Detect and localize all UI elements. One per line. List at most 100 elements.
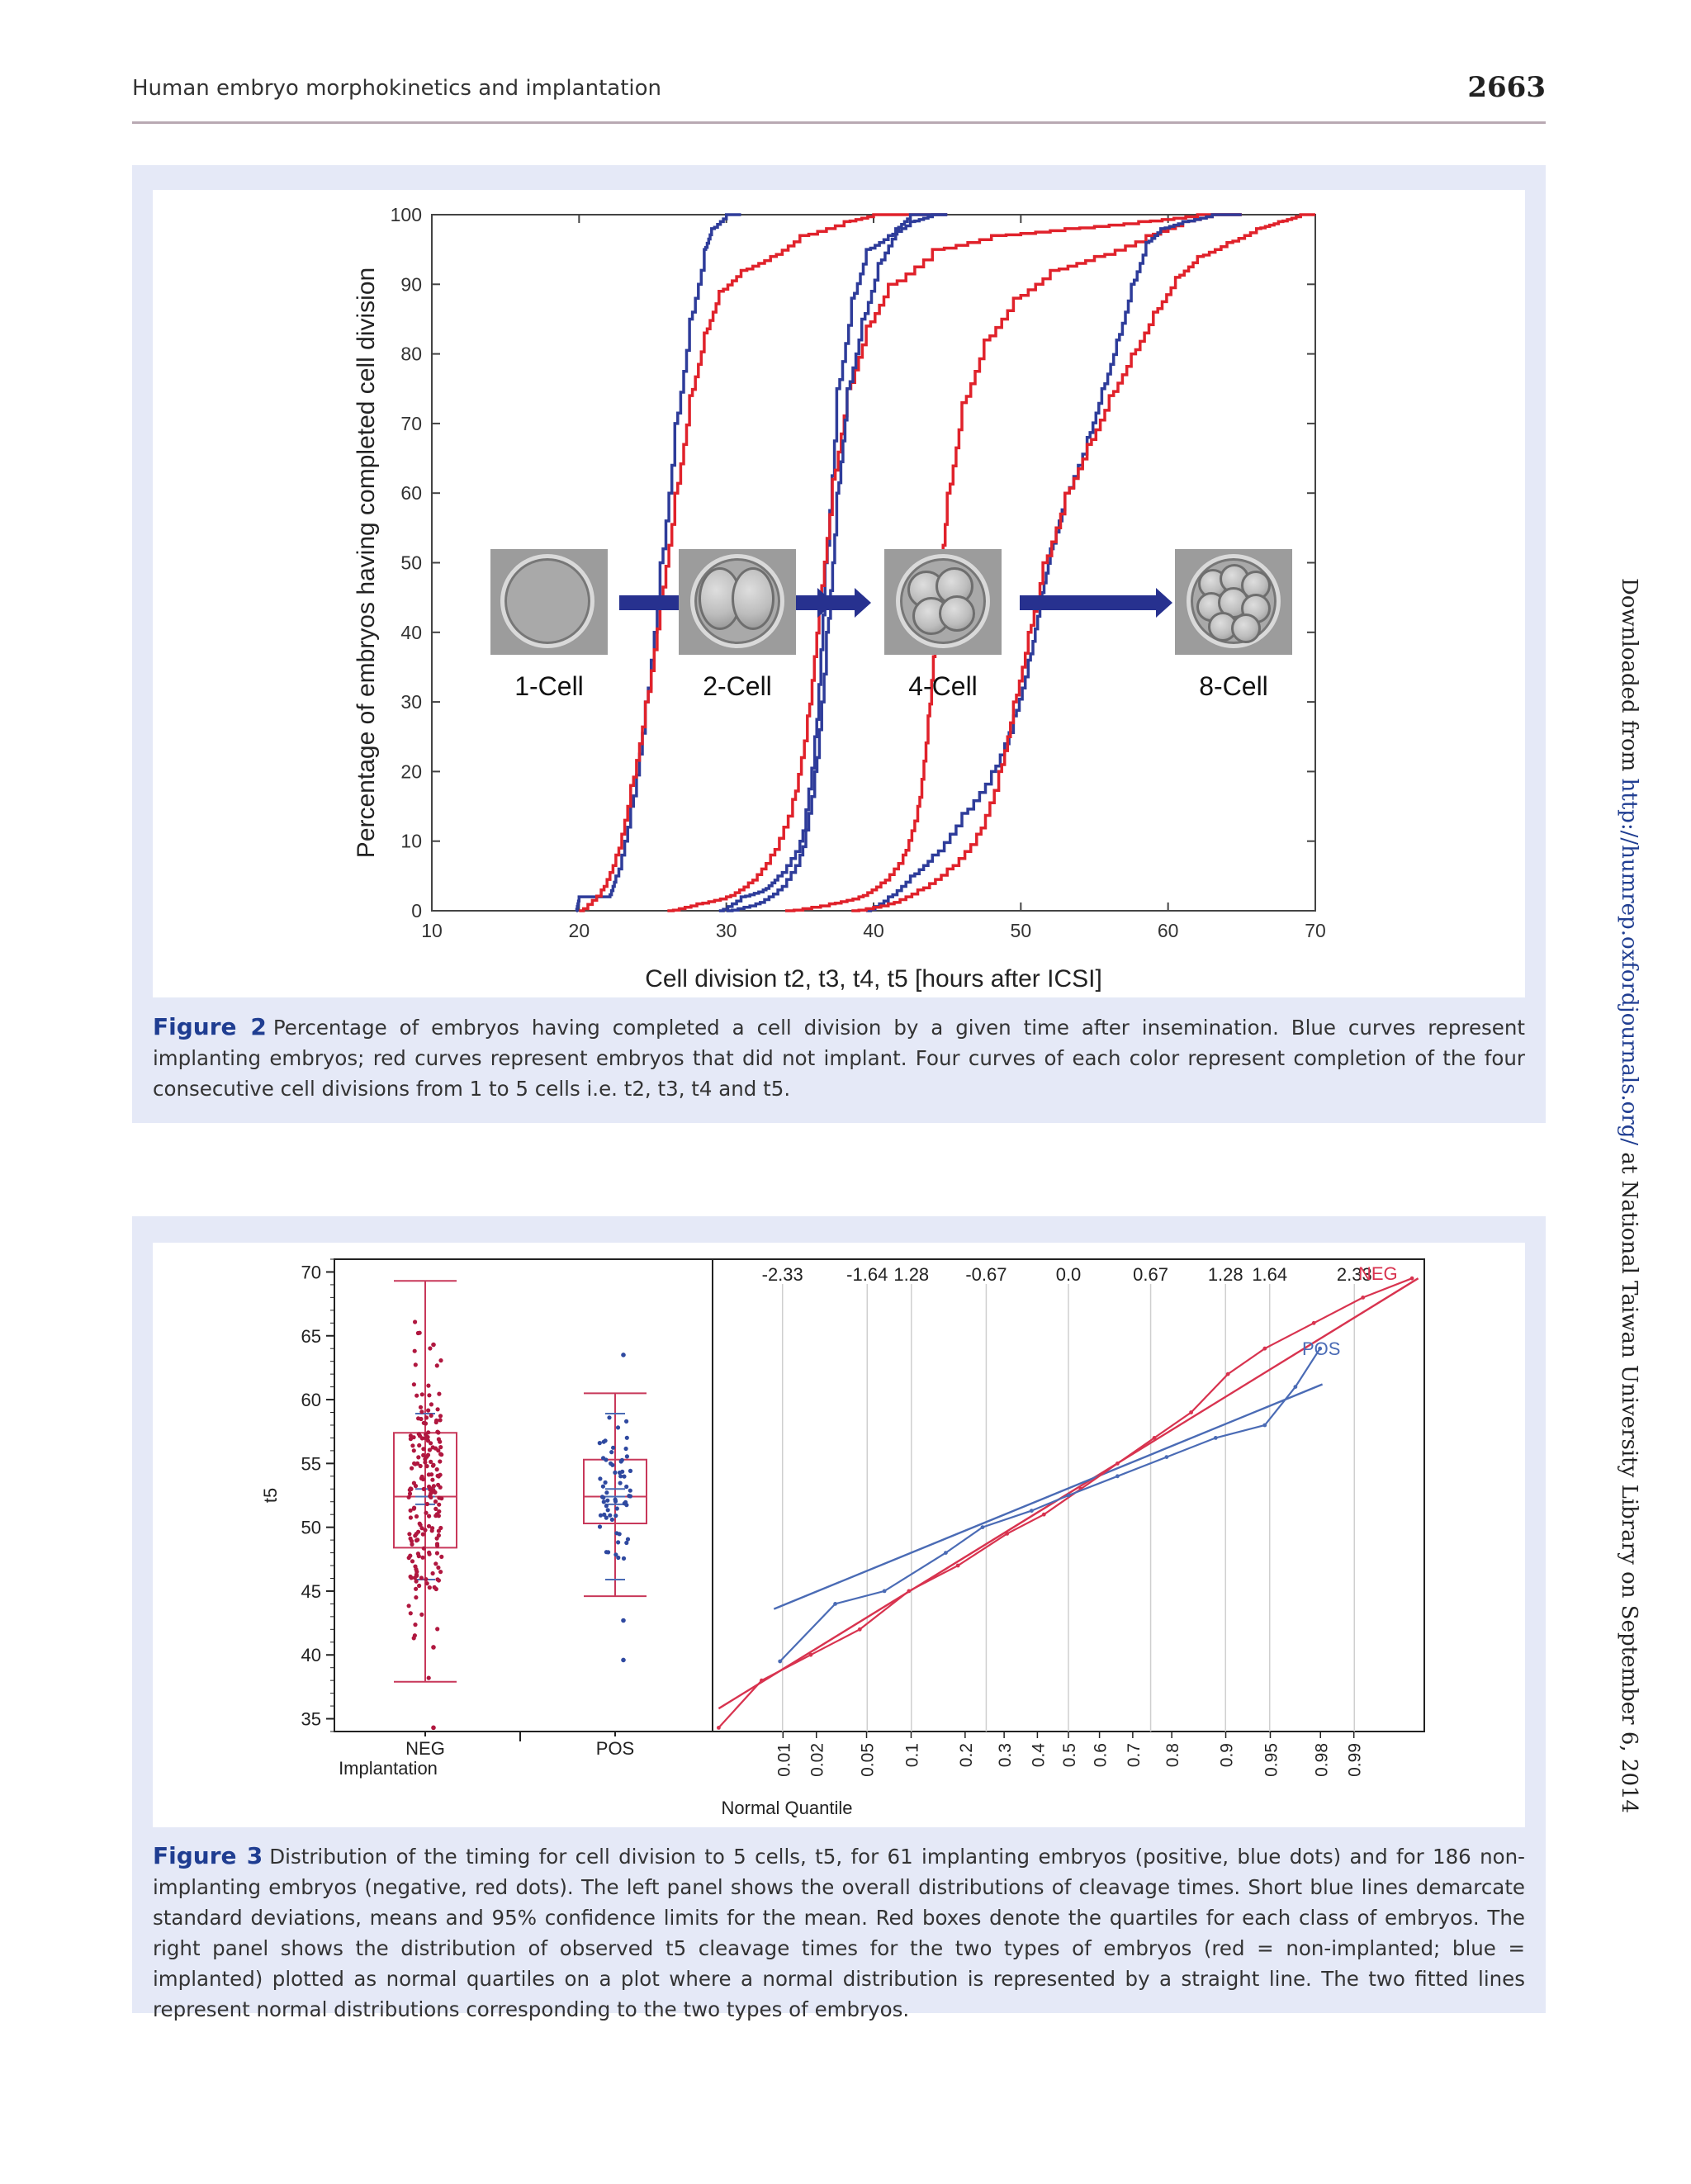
data-dot	[604, 1504, 609, 1509]
qq-bottom-tick-label: 0.7	[1125, 1743, 1144, 1767]
qq-point	[808, 1652, 813, 1657]
data-dot	[618, 1480, 623, 1485]
qq-bottom-tick-label: 0.2	[957, 1743, 976, 1767]
data-dot	[438, 1439, 443, 1444]
qq-point	[778, 1659, 783, 1664]
data-dot	[421, 1452, 426, 1457]
curve-t4-not-implanted	[785, 213, 1242, 912]
data-dot	[408, 1611, 413, 1616]
qq-bottom-tick-label: 0.01	[774, 1743, 793, 1777]
y-axis-label: Percentage of embryos having completed c…	[353, 268, 380, 858]
qq-point	[1293, 1385, 1298, 1389]
data-dot	[604, 1457, 609, 1462]
data-dot	[430, 1570, 435, 1576]
qq-point	[882, 1589, 887, 1594]
page-number: 2663	[1467, 71, 1546, 104]
data-dot	[624, 1540, 629, 1546]
qq-bottom-tick-label: 0.95	[1262, 1743, 1281, 1777]
qq-point	[1361, 1296, 1366, 1300]
arrow-icon	[813, 588, 871, 618]
data-dot	[436, 1514, 441, 1518]
y-tick-label: 70	[301, 1262, 321, 1282]
box-pos-quartile-box	[583, 1458, 647, 1525]
data-dot	[410, 1559, 415, 1564]
qq-point	[1164, 1455, 1169, 1459]
data-dot	[411, 1506, 416, 1511]
data-dot	[436, 1565, 441, 1570]
data-dot	[616, 1540, 621, 1545]
category-label: POS	[596, 1738, 634, 1759]
y-tick-label: 65	[301, 1326, 321, 1347]
data-dot	[424, 1454, 429, 1459]
data-dot	[628, 1488, 632, 1493]
data-dot	[414, 1595, 419, 1600]
data-dot	[414, 1514, 419, 1519]
y-tick-label: 90	[400, 273, 422, 295]
data-dot	[435, 1429, 440, 1434]
data-dot	[410, 1443, 415, 1448]
journal-link[interactable]: http://humrep.oxfordjournals.org/	[1617, 778, 1641, 1146]
data-dot	[607, 1415, 612, 1420]
data-dot	[406, 1604, 411, 1608]
data-dot	[622, 1474, 627, 1479]
category-label: NEG	[405, 1738, 445, 1759]
data-dot	[603, 1480, 608, 1485]
data-dot	[433, 1586, 438, 1592]
y-tick-label: 35	[301, 1709, 321, 1730]
data-dot	[600, 1484, 606, 1489]
data-dot	[414, 1573, 419, 1578]
legend-neg-label: NEG	[1358, 1263, 1398, 1284]
download-note-prefix: Downloaded from	[1617, 578, 1641, 779]
data-dot	[426, 1430, 431, 1435]
qq-point	[1005, 1532, 1010, 1536]
data-dot	[438, 1358, 443, 1363]
arrow-icon	[1020, 588, 1172, 618]
x-tick-label: 10	[421, 920, 443, 941]
data-dot	[601, 1499, 606, 1504]
data-dot	[410, 1542, 414, 1547]
data-dot	[408, 1437, 413, 1442]
data-dot	[424, 1415, 429, 1420]
data-dot	[623, 1446, 628, 1452]
data-dot	[424, 1464, 429, 1469]
curve-t4-implanted	[726, 213, 948, 912]
embryo-label: 8-Cell	[1199, 671, 1268, 701]
data-dot	[617, 1532, 622, 1537]
qq-point	[1041, 1512, 1046, 1517]
data-dot	[417, 1330, 422, 1335]
outlier-dot	[621, 1353, 626, 1357]
qq-point	[1318, 1346, 1323, 1351]
embryo-label: 2-Cell	[703, 671, 772, 701]
qq-bottom-tick-label: 0.4	[1029, 1743, 1048, 1768]
data-dot	[606, 1550, 611, 1555]
data-dot	[408, 1515, 413, 1520]
qq-point	[955, 1563, 960, 1568]
qq-bottom-tick-label: 0.05	[859, 1743, 878, 1777]
data-dot	[407, 1487, 412, 1493]
data-dot	[431, 1488, 436, 1493]
boxplot-frame	[334, 1258, 713, 1732]
qq-bottom-tick-label: 0.02	[808, 1743, 827, 1777]
figure-3-chart: 35 40 45 50 55 60 65 70 t5 NEG POS Implantation -2.3…	[260, 1258, 1425, 1818]
qq-top-tick-label: -1.64	[846, 1264, 888, 1285]
data-dot	[597, 1441, 602, 1446]
qq-bottom-tick-label: 0.6	[1092, 1743, 1111, 1767]
data-dot	[613, 1552, 618, 1557]
data-dot	[408, 1508, 413, 1513]
data-dot	[414, 1567, 419, 1572]
data-dot	[611, 1445, 616, 1450]
x-tick-label: 70	[1305, 920, 1326, 941]
embryo-label: 1-Cell	[514, 671, 584, 701]
data-dot	[418, 1405, 424, 1409]
qq-point	[760, 1678, 764, 1683]
data-dot	[621, 1556, 627, 1561]
y-tick-label: 70	[400, 413, 422, 434]
data-dot	[406, 1495, 411, 1499]
data-dot	[620, 1469, 625, 1474]
data-dot	[412, 1633, 417, 1638]
figure-3-label: Figure 3	[153, 1842, 263, 1869]
qq-top-tick-label: -2.33	[762, 1264, 803, 1285]
data-dot	[421, 1486, 426, 1491]
x-axis-label: Cell division t2, t3, t4, t5 [hours afte…	[645, 965, 1102, 993]
data-dot	[601, 1495, 606, 1500]
